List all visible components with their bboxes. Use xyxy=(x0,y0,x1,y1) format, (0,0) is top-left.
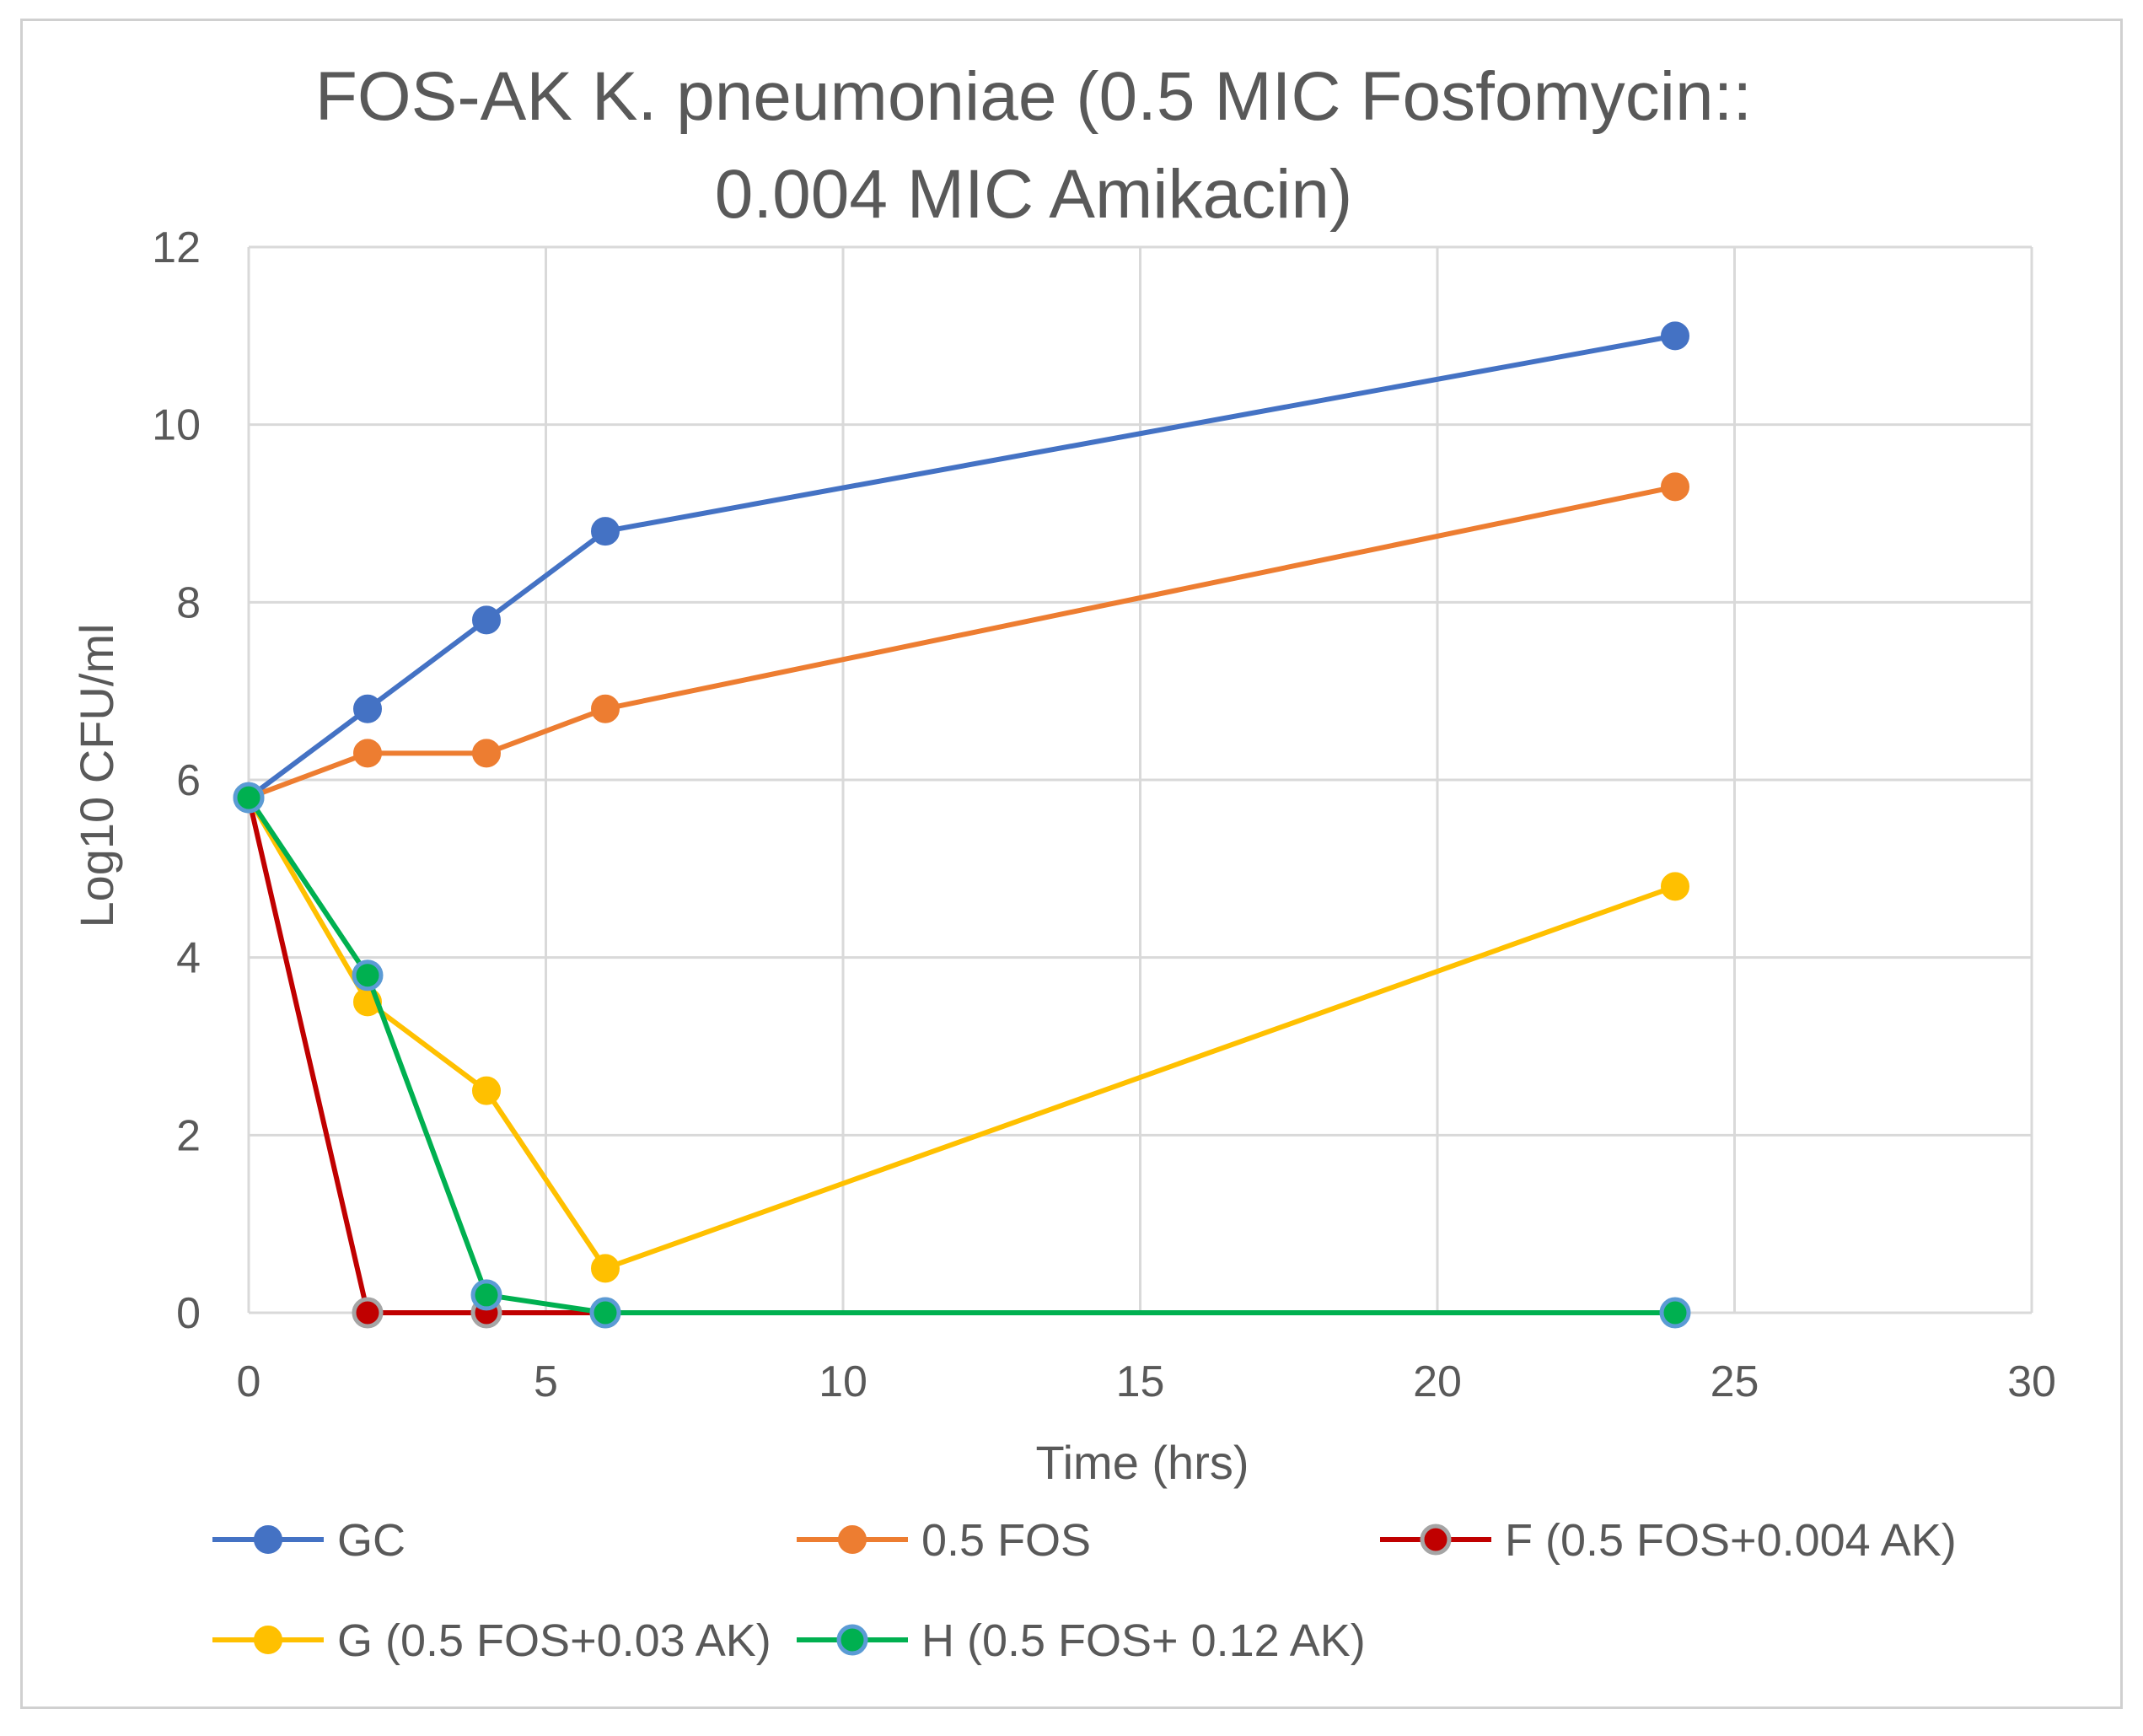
data-point xyxy=(233,782,265,814)
grid xyxy=(247,245,2033,1314)
x-axis-ticks: 0 5 10 15 20 25 30 xyxy=(237,1357,2056,1406)
data-point xyxy=(353,739,382,768)
chart-title: FOS-AK K. pneumoniae (0.5 MIC Fosfomycin… xyxy=(315,58,1752,233)
chart-frame xyxy=(20,19,2123,1709)
x-tick-label: 0 xyxy=(237,1357,261,1406)
legend-label: 0.5 FOS xyxy=(921,1515,1091,1566)
data-point xyxy=(352,1297,384,1329)
legend-item: 0.5 FOS xyxy=(797,1515,1091,1566)
data-point xyxy=(472,605,501,635)
legend-marker xyxy=(838,1525,867,1554)
legend-label: F (0.5 FOS+0.004 AK) xyxy=(1505,1515,1957,1566)
legend-marker xyxy=(254,1626,282,1654)
data-point xyxy=(591,694,620,723)
x-tick-label: 5 xyxy=(534,1357,558,1406)
legend-label: H (0.5 FOS+ 0.12 AK) xyxy=(921,1615,1366,1666)
legend: GC 0.5 FOS F (0.5 FOS+0.004 AK) G (0.5 FOS+… xyxy=(212,1515,1957,1666)
data-point xyxy=(352,959,384,992)
data-point xyxy=(591,517,620,546)
legend-marker xyxy=(254,1525,282,1554)
data-point xyxy=(353,694,382,723)
chart-title-line-2: 0.004 MIC Amikacin) xyxy=(715,156,1353,233)
x-tick-label: 20 xyxy=(1413,1357,1462,1406)
series-line xyxy=(246,796,1677,1271)
x-tick-label: 25 xyxy=(1711,1357,1759,1406)
y-axis-ticks: 0 2 4 6 8 10 12 xyxy=(152,223,201,1338)
legend-marker xyxy=(836,1624,868,1656)
y-tick-label: 12 xyxy=(152,223,201,272)
data-point xyxy=(1661,872,1689,901)
data-point xyxy=(472,739,501,768)
legend-item: G (0.5 FOS+0.03 AK) xyxy=(212,1615,771,1666)
series-line xyxy=(247,484,1676,800)
legend-marker xyxy=(1420,1524,1452,1556)
y-tick-label: 2 xyxy=(176,1111,201,1160)
x-tick-label: 30 xyxy=(2007,1357,2056,1406)
x-tick-label: 10 xyxy=(819,1357,867,1406)
y-axis-label: Log10 CFU/ml xyxy=(70,623,123,927)
y-tick-label: 8 xyxy=(176,578,201,627)
legend-item: F (0.5 FOS+0.004 AK) xyxy=(1380,1515,1957,1566)
series-line xyxy=(247,333,1676,800)
data-point xyxy=(472,1076,501,1105)
legend-label: G (0.5 FOS+0.03 AK) xyxy=(337,1615,771,1666)
data-point xyxy=(1661,321,1689,351)
x-axis-label: Time (hrs) xyxy=(1035,1436,1249,1489)
series-line xyxy=(246,796,1675,1315)
series-lines xyxy=(233,321,1691,1329)
y-tick-label: 4 xyxy=(176,934,201,983)
x-tick-label: 15 xyxy=(1116,1357,1165,1406)
data-point xyxy=(1661,472,1689,502)
y-tick-label: 10 xyxy=(152,401,201,450)
series-line xyxy=(246,797,605,1315)
legend-label: GC xyxy=(337,1515,406,1566)
data-point xyxy=(470,1279,502,1311)
chart-title-line-1: FOS-AK K. pneumoniae (0.5 MIC Fosfomycin… xyxy=(315,58,1752,135)
y-tick-label: 6 xyxy=(176,756,201,805)
y-tick-label: 0 xyxy=(176,1289,201,1338)
series-0 xyxy=(234,321,1689,813)
data-point xyxy=(589,1297,621,1329)
legend-item: GC xyxy=(212,1515,406,1566)
data-point xyxy=(1659,1297,1691,1329)
data-point xyxy=(591,1254,620,1283)
legend-item: H (0.5 FOS+ 0.12 AK) xyxy=(797,1615,1366,1666)
series-4 xyxy=(233,782,1691,1329)
